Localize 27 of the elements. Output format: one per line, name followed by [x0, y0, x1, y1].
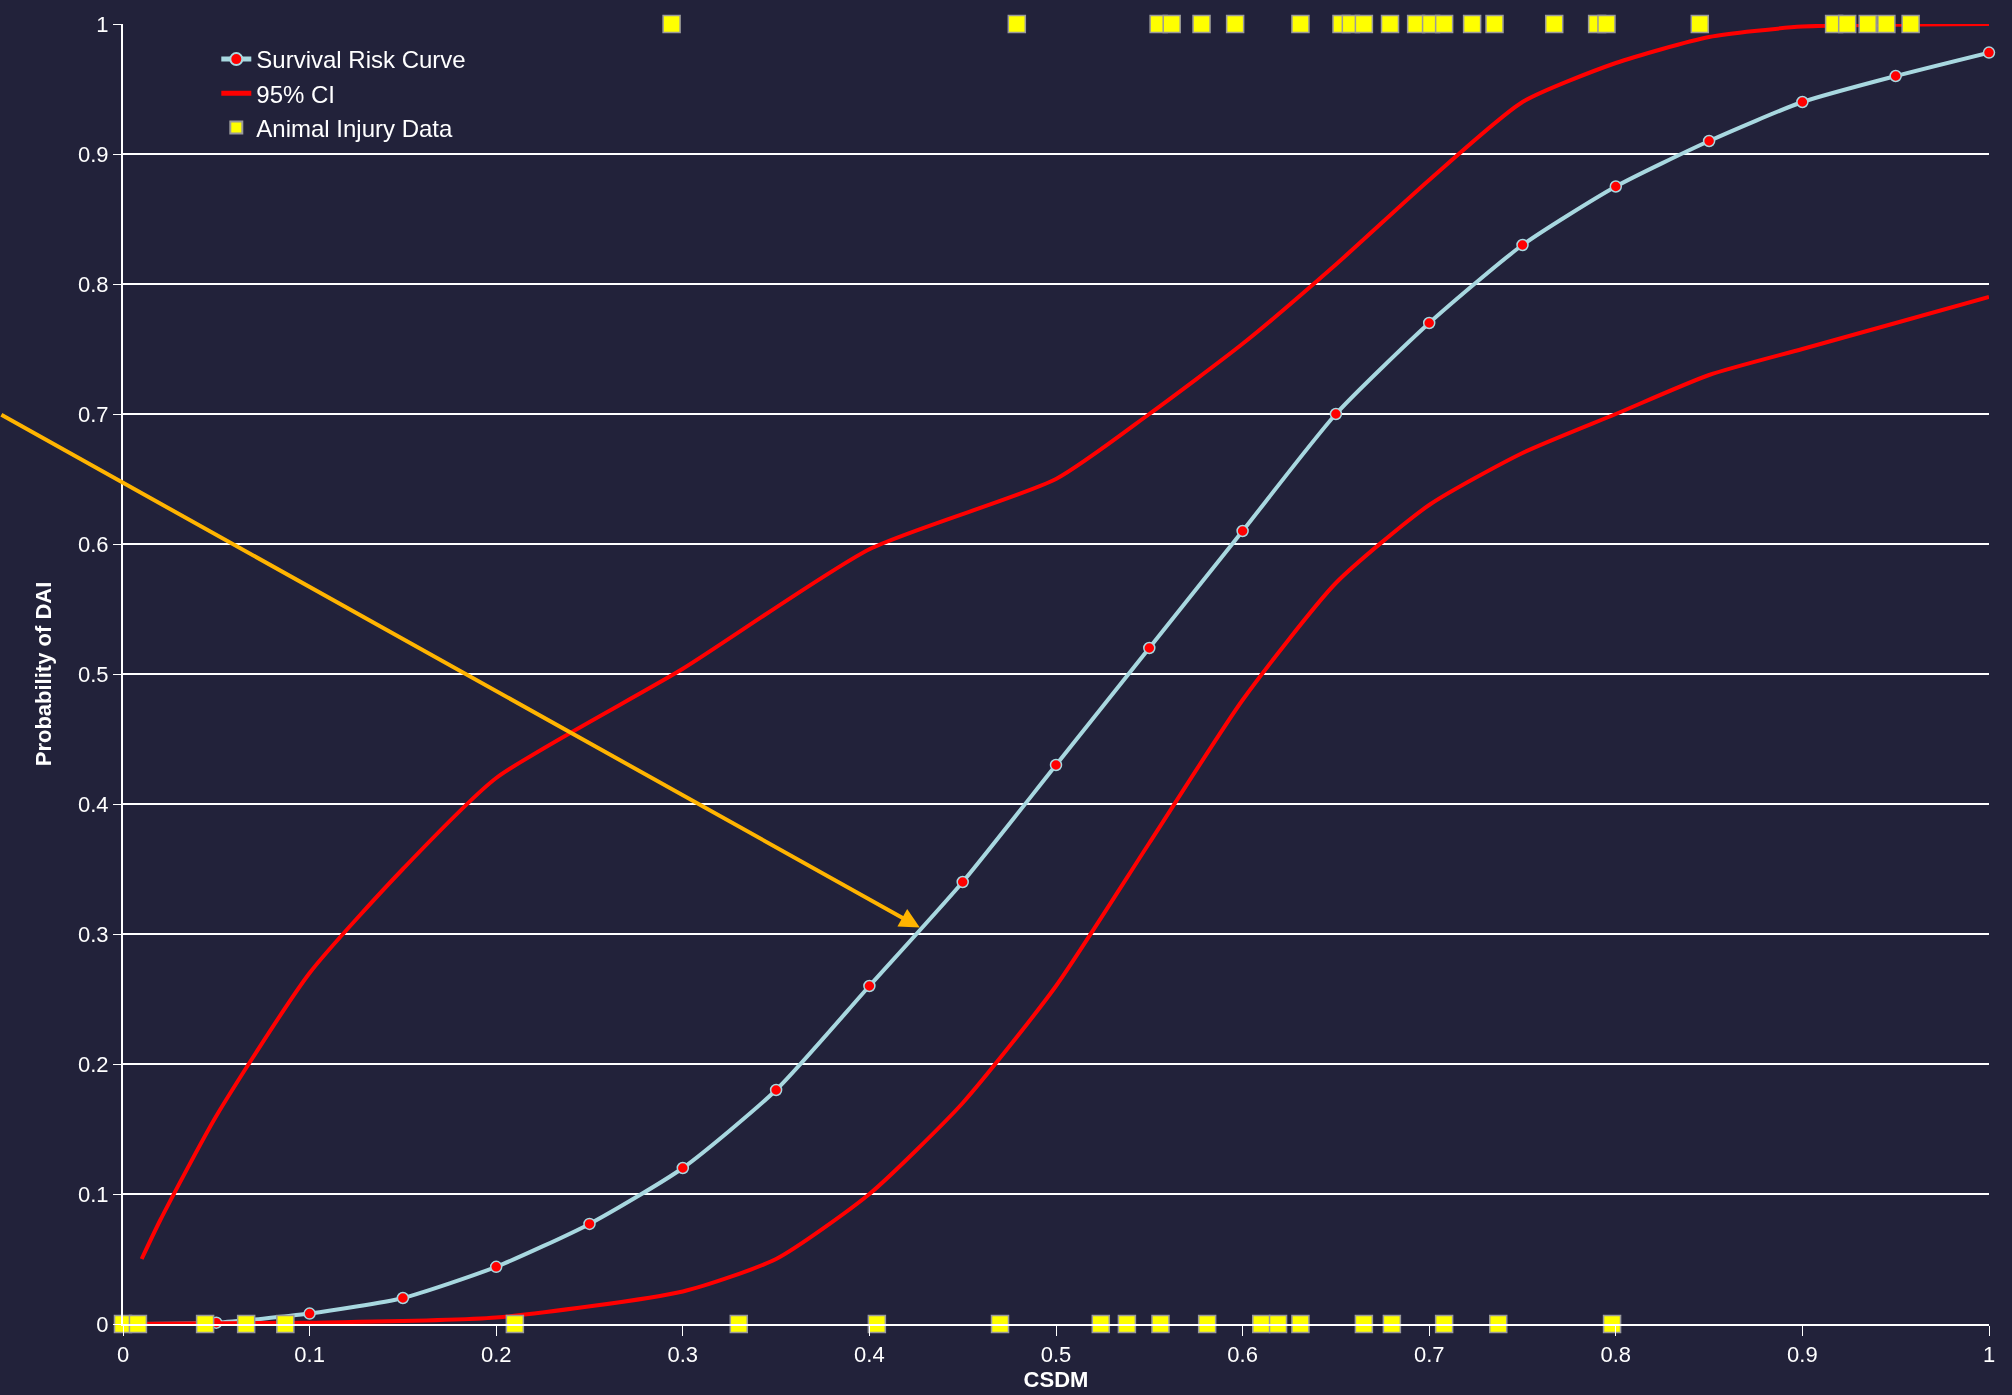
y-tick-label: 0.3 [78, 921, 109, 947]
y-tick-label: 0.4 [78, 791, 109, 817]
x-tick-label: 0.8 [1600, 1342, 1632, 1368]
x-tick-label: 0 [116, 1342, 130, 1368]
x-tick-label: 0.1 [294, 1342, 325, 1368]
x-tick-label: 0.3 [667, 1342, 699, 1368]
legend-label: Animal Injury Data [256, 114, 454, 142]
y-tick-label: 0.6 [78, 531, 109, 557]
y-tick-label: 1 [96, 11, 109, 37]
x-axis-title: CSDM [1023, 1367, 1089, 1393]
y-tick-label: 0.2 [78, 1051, 109, 1077]
y-axis-title: Probability of DAI [31, 581, 57, 767]
x-tick-label: 0.9 [1787, 1342, 1818, 1368]
legend-label: 95% CI [256, 80, 335, 108]
x-tick-label: 0.4 [854, 1342, 885, 1368]
y-tick-label: 0.1 [78, 1181, 109, 1207]
y-tick-label: 0.7 [78, 401, 109, 427]
y-tick-label: 0 [96, 1311, 109, 1337]
x-tick-label: 0.2 [480, 1342, 512, 1368]
x-tick-label: 0.5 [1040, 1342, 1072, 1368]
y-tick-label: 0.8 [78, 271, 109, 297]
x-tick-label: 0.7 [1413, 1342, 1445, 1368]
y-tick-label: 0.5 [78, 661, 109, 687]
x-tick-label: 1 [1982, 1342, 1996, 1368]
y-tick-label: 0.9 [78, 141, 109, 167]
x-tick-label: 0.6 [1227, 1342, 1258, 1368]
legend-label: Survival Risk Curve [256, 46, 466, 74]
